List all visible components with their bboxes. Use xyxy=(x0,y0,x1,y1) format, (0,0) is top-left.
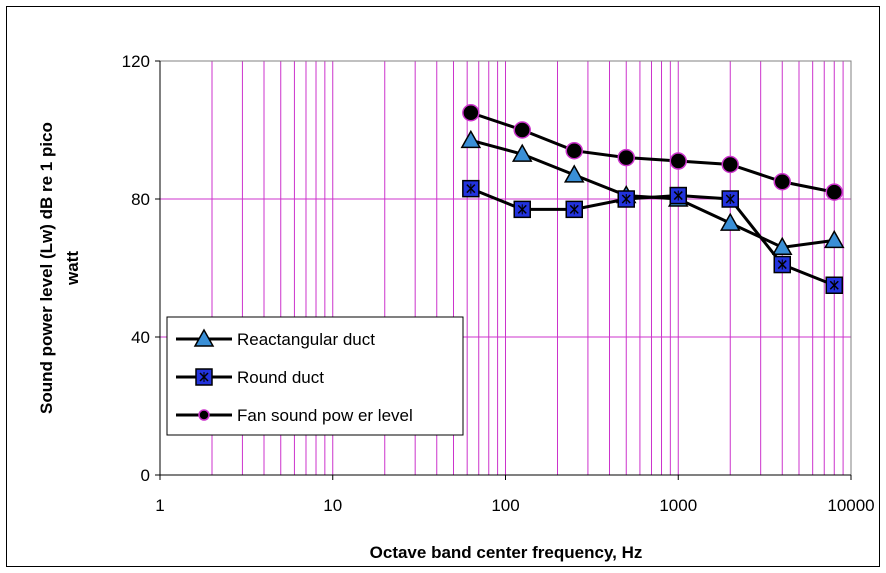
legend: Reactangular duct Round duct Fan sound pow… xyxy=(166,316,464,436)
series-layer xyxy=(460,104,845,294)
data-point xyxy=(462,179,480,198)
data-point xyxy=(721,155,740,174)
data-point xyxy=(771,236,793,256)
series-3 xyxy=(462,104,844,201)
legend-label: Round duct xyxy=(237,368,324,387)
data-point xyxy=(511,143,533,162)
y-axis-title-line-1: Sound power level (Lw) dB re 1 pico xyxy=(37,122,56,414)
data-point xyxy=(565,141,583,160)
legend-item-2: Round duct xyxy=(176,368,324,387)
data-point xyxy=(773,173,792,191)
legend-marker xyxy=(198,409,210,421)
y-axis-title-line-2: watt xyxy=(63,251,82,286)
data-point xyxy=(617,190,635,208)
data-point xyxy=(669,152,687,170)
data-point xyxy=(513,121,531,139)
series-2 xyxy=(462,179,844,294)
data-point xyxy=(825,276,844,294)
x-tick-label: 1 xyxy=(155,496,164,515)
data-point xyxy=(565,200,583,219)
legend-label: Reactangular duct xyxy=(237,330,375,349)
x-tick-label: 100 xyxy=(491,496,519,515)
x-tick-label: 10 xyxy=(323,496,342,515)
data-point xyxy=(825,183,844,201)
y-tick-label: 120 xyxy=(122,52,150,71)
y-tick-label: 40 xyxy=(131,328,150,347)
data-point xyxy=(719,212,741,231)
legend-item-3: Fan sound pow er level xyxy=(176,406,413,425)
data-point xyxy=(721,190,740,208)
legend-marker xyxy=(193,328,215,347)
x-tick-label: 1000 xyxy=(659,496,697,515)
y-axis-title: Sound power level (Lw) dB re 1 pico watt xyxy=(37,122,82,414)
data-point xyxy=(460,129,482,149)
data-point xyxy=(669,186,687,205)
y-tick-label: 0 xyxy=(141,466,150,485)
x-tick-label: 10000 xyxy=(827,496,874,515)
data-point xyxy=(823,229,845,249)
series-line xyxy=(470,111,835,194)
x-axis-title: Octave band center frequency, Hz xyxy=(370,543,643,562)
data-point xyxy=(462,104,480,122)
legend-label: Fan sound pow er level xyxy=(237,406,413,425)
data-point xyxy=(773,255,792,274)
data-point xyxy=(563,164,585,183)
legend-item-1: Reactangular duct xyxy=(176,328,375,349)
legend-marker xyxy=(195,368,213,386)
data-point xyxy=(513,200,531,219)
data-point xyxy=(617,148,635,167)
y-tick-label: 80 xyxy=(131,190,150,209)
